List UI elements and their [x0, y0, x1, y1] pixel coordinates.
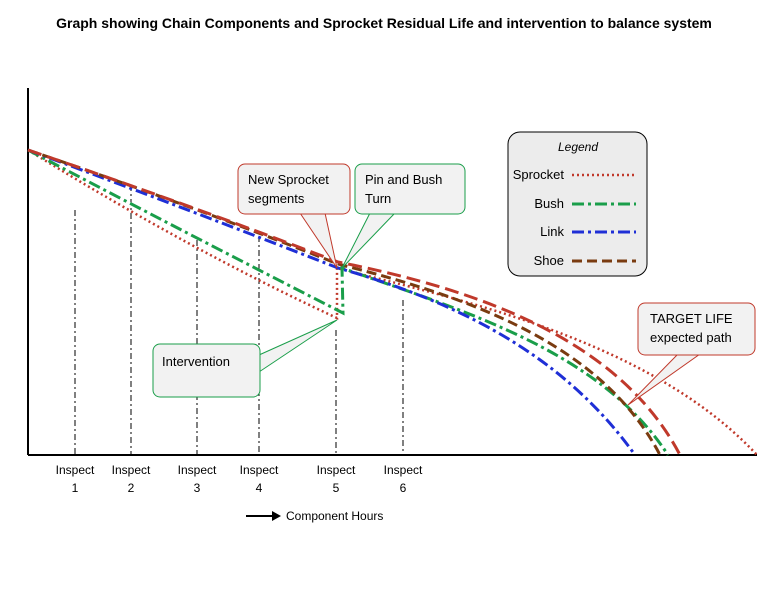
- target-life-path: [27, 148, 682, 456]
- inspection-lines-group: Inspect 1 Inspect 2 Inspect 3 Inspect 4 Inspect 5…: [56, 185, 423, 495]
- pin-bush-callout-box: [354, 163, 466, 215]
- target-life-callout-pointer: [627, 353, 702, 406]
- x-axis-label: Component Hours: [286, 509, 383, 523]
- new-sprocket-callout-box: [237, 163, 351, 215]
- target-life-callout-text: expected path: [650, 330, 732, 345]
- legend-label: Link: [540, 224, 564, 239]
- inspection-label-number: 4: [256, 481, 263, 495]
- arrow-right-icon: [272, 511, 281, 521]
- inspection-label-number: 3: [194, 481, 201, 495]
- link-series-line: [27, 148, 637, 456]
- intervention-callout-pointer: [258, 319, 338, 373]
- inspection-label-number: 6: [400, 481, 407, 495]
- pin-bush-callout-pointer: [341, 212, 397, 269]
- legend-group: Legend Sprocket Bush Link Shoe: [507, 131, 648, 277]
- pin-bush-callout-text: Turn: [365, 191, 391, 206]
- x-axis-label-group: Component Hours: [246, 509, 383, 523]
- legend-label: Bush: [534, 196, 564, 211]
- inspection-label-number: 1: [72, 481, 79, 495]
- callouts-group: New Sprocket segments Pin and Bush Turn Inte…: [152, 163, 756, 406]
- inspection-label-line1: Inspect: [240, 463, 279, 477]
- target-life-callout-box: [637, 302, 756, 356]
- chart-title: Graph showing Chain Components and Sproc…: [56, 15, 712, 31]
- inspection-label-number: 5: [333, 481, 340, 495]
- inspection-label-line1: Inspect: [56, 463, 95, 477]
- new-sprocket-callout-text: New Sprocket: [248, 172, 329, 187]
- inspection-label-number: 2: [128, 481, 135, 495]
- legend-label: Sprocket: [513, 167, 565, 182]
- intervention-callout-box: [152, 343, 261, 398]
- inspection-label-line1: Inspect: [317, 463, 356, 477]
- intervention-callout-text: Intervention: [162, 354, 230, 369]
- legend-label: Shoe: [534, 253, 564, 268]
- axes-group: [27, 88, 757, 456]
- pin-bush-callout-text: Pin and Bush: [365, 172, 442, 187]
- new-sprocket-callout-text: segments: [248, 191, 305, 206]
- inspection-label-line1: Inspect: [112, 463, 151, 477]
- inspection-label-line1: Inspect: [178, 463, 217, 477]
- inspection-label-line1: Inspect: [384, 463, 423, 477]
- target-life-callout-text: TARGET LIFE: [650, 311, 733, 326]
- legend-title: Legend: [558, 140, 598, 154]
